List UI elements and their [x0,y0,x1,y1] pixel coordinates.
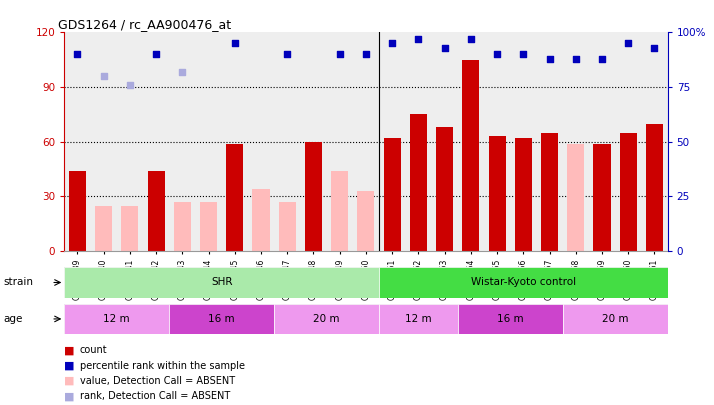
Point [570,55,581,62]
Bar [436,127,453,251]
Point [229,40,241,47]
Bar [646,124,663,251]
Bar [121,206,139,251]
Bar [274,304,379,334]
Point [413,36,424,42]
Point [334,51,346,58]
Text: 16 m: 16 m [497,314,523,324]
Point [518,51,529,58]
Point [596,55,608,62]
Text: strain: strain [4,277,34,288]
Text: Wistar-Kyoto control: Wistar-Kyoto control [471,277,576,288]
Bar [410,115,427,251]
Bar [226,144,243,251]
Bar [148,171,165,251]
Text: ■: ■ [64,376,75,386]
Point [98,73,109,79]
Bar [383,138,401,251]
Text: rank, Detection Call = ABSENT: rank, Detection Call = ABSENT [80,392,230,401]
Point [176,68,188,75]
Point [491,51,503,58]
Text: 16 m: 16 m [208,314,235,324]
Bar [567,144,584,251]
Text: count: count [80,345,108,355]
Point [281,51,293,58]
Text: ■: ■ [64,345,75,355]
Point [544,55,555,62]
Point [649,45,660,51]
Text: SHR: SHR [211,277,232,288]
Bar [69,171,86,251]
Text: GDS1264 / rc_AA900476_at: GDS1264 / rc_AA900476_at [59,18,231,31]
Bar [358,191,374,251]
Text: value, Detection Call = ABSENT: value, Detection Call = ABSENT [80,376,235,386]
Point [465,36,476,42]
Bar [515,138,532,251]
Bar [379,267,668,298]
Point [360,51,371,58]
Bar [95,206,112,251]
Bar [64,304,169,334]
Point [124,82,136,88]
Bar [169,304,274,334]
Bar [278,202,296,251]
Bar [379,304,458,334]
Text: ■: ■ [64,361,75,371]
Point [151,51,162,58]
Bar [200,202,217,251]
Bar [331,171,348,251]
Bar [305,142,322,251]
Bar [463,60,479,251]
Point [71,51,83,58]
Bar [458,304,563,334]
Point [386,40,398,47]
Bar [488,136,506,251]
Bar [541,133,558,251]
Bar [593,144,610,251]
Text: percentile rank within the sample: percentile rank within the sample [80,361,245,371]
Text: age: age [4,314,23,324]
Bar [64,267,379,298]
Point [623,40,634,47]
Text: ■: ■ [64,392,75,401]
Bar [563,304,668,334]
Text: 20 m: 20 m [313,314,340,324]
Text: 12 m: 12 m [405,314,432,324]
Text: 12 m: 12 m [104,314,130,324]
Bar [253,189,269,251]
Point [439,45,451,51]
Text: 20 m: 20 m [602,314,628,324]
Bar [620,133,637,251]
Bar [174,202,191,251]
